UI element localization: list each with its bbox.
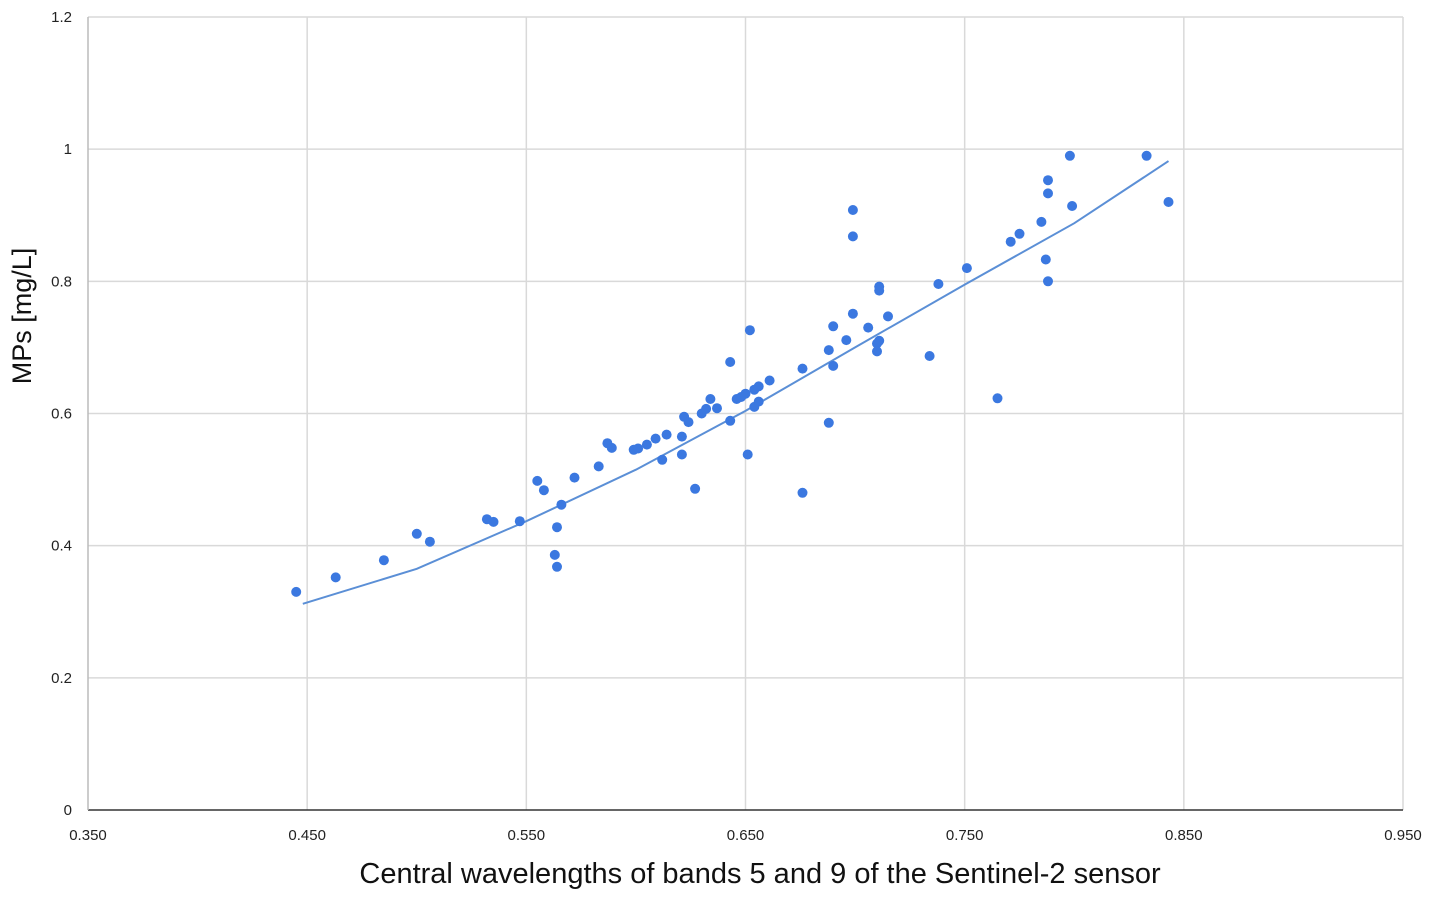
data-point xyxy=(378,555,389,566)
data-point xyxy=(1036,216,1047,227)
x-tick-label: 0.550 xyxy=(508,827,546,844)
data-point xyxy=(847,231,858,242)
data-point xyxy=(330,572,341,583)
data-point xyxy=(753,396,764,407)
data-point xyxy=(650,433,661,444)
x-tick-label: 0.950 xyxy=(1384,827,1422,844)
y-tick-label: 1.2 xyxy=(51,9,72,26)
data-point xyxy=(411,528,422,539)
data-point xyxy=(725,357,736,367)
data-point xyxy=(690,483,701,494)
data-point xyxy=(593,461,604,472)
data-point xyxy=(847,308,858,319)
data-point xyxy=(556,499,567,510)
x-tick-label: 0.650 xyxy=(727,827,765,844)
data-point xyxy=(1043,276,1053,287)
data-point xyxy=(549,549,560,560)
data-point xyxy=(764,375,775,386)
data-point xyxy=(742,449,753,460)
data-point xyxy=(552,522,562,533)
data-point xyxy=(532,475,543,486)
data-point xyxy=(1043,188,1053,199)
data-point xyxy=(823,417,834,428)
x-tick-label: 0.850 xyxy=(1165,827,1203,844)
data-point xyxy=(606,442,617,453)
data-points xyxy=(291,150,1174,597)
data-point xyxy=(823,345,834,356)
y-tick-label: 1 xyxy=(64,141,72,158)
x-tick-label: 0.750 xyxy=(946,827,984,844)
data-point xyxy=(1005,236,1016,247)
data-point xyxy=(753,381,764,392)
data-point xyxy=(291,586,302,597)
data-point xyxy=(661,429,672,440)
data-point xyxy=(874,335,885,346)
data-point xyxy=(872,346,882,357)
tick-labels: 0.350 0.450 0.550 0.650 0.750 0.850 0.950 0 0.2 0… xyxy=(51,9,1422,844)
data-point xyxy=(552,561,562,572)
data-point xyxy=(657,454,668,465)
data-point xyxy=(847,205,858,215)
y-tick-label: 0.4 xyxy=(51,538,72,555)
data-point xyxy=(424,536,435,547)
data-point xyxy=(676,431,687,442)
data-point xyxy=(488,516,499,527)
data-point xyxy=(725,415,736,426)
data-point xyxy=(828,360,839,371)
grid xyxy=(88,16,1404,810)
data-point xyxy=(797,363,808,374)
x-tick-label: 0.450 xyxy=(288,827,326,844)
data-point xyxy=(1014,228,1025,239)
data-point xyxy=(797,487,808,498)
y-tick-label: 0 xyxy=(64,802,72,819)
data-point xyxy=(1043,175,1053,186)
data-point xyxy=(924,351,935,361)
data-point xyxy=(683,417,694,428)
data-point xyxy=(744,325,755,336)
x-axis-title: Central wavelengths of bands 5 and 9 of … xyxy=(359,858,1161,890)
data-point xyxy=(1067,201,1078,211)
data-point xyxy=(676,449,687,460)
data-point xyxy=(992,393,1003,404)
y-tick-label: 0.2 xyxy=(51,670,72,687)
data-point xyxy=(514,516,525,527)
data-point xyxy=(569,472,580,483)
data-point xyxy=(841,335,852,346)
data-point xyxy=(641,439,652,450)
data-point xyxy=(633,443,644,454)
data-point xyxy=(1163,197,1174,207)
data-point xyxy=(712,403,722,414)
y-tick-label: 0.8 xyxy=(51,273,72,290)
data-point xyxy=(538,485,549,496)
data-point xyxy=(883,311,893,322)
data-point xyxy=(961,263,972,274)
data-point xyxy=(701,403,712,414)
y-tick-label: 0.6 xyxy=(51,406,72,423)
trendline-group xyxy=(302,160,1170,605)
x-tick-label: 0.350 xyxy=(69,827,107,844)
data-point xyxy=(933,279,944,289)
data-point xyxy=(828,321,839,332)
axes xyxy=(87,17,1403,811)
data-point xyxy=(705,394,716,404)
data-point xyxy=(863,322,874,333)
data-point xyxy=(1064,150,1075,161)
y-axis-title: MPs [mg/L] xyxy=(7,248,37,385)
data-point xyxy=(740,388,751,399)
trendline xyxy=(302,160,1170,605)
data-point xyxy=(874,285,885,296)
data-point xyxy=(1040,254,1051,265)
data-point xyxy=(1141,150,1152,161)
